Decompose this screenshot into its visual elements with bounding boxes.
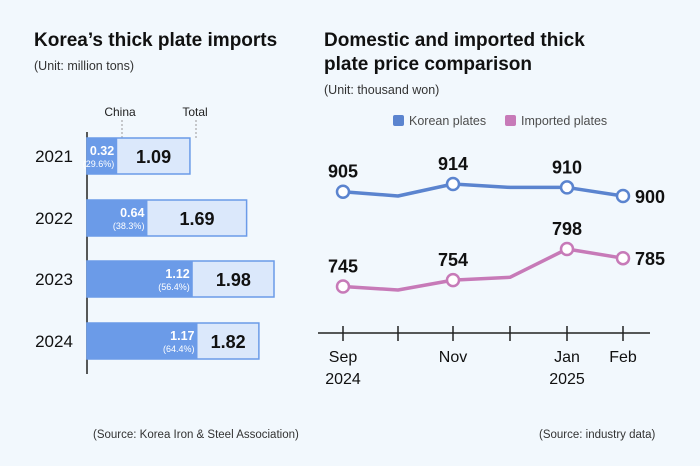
total-value-label: 1.09 <box>136 147 171 167</box>
price-line-chart: Korean plates Imported plates Sep 2024 Nov… <box>318 114 665 388</box>
x-tick-label: Jan 2025 <box>549 349 585 388</box>
china-bar <box>87 323 198 359</box>
imported-price-label: 785 <box>635 249 665 269</box>
china-share-label: (29.6%) <box>83 159 115 169</box>
total-value-label: 1.98 <box>216 270 251 290</box>
china-share-label: (38.3%) <box>113 221 145 231</box>
total-column-header: Total <box>182 105 207 119</box>
left-chart-title: Korea’s thick plate imports <box>34 30 278 51</box>
china-value-label: 1.17 <box>170 329 194 343</box>
imported-price-point <box>615 250 631 266</box>
imported-price-line <box>342 247 624 292</box>
year-label: 2024 <box>35 332 73 351</box>
year-label: 2021 <box>35 147 73 166</box>
legend-korean-label: Korean plates <box>409 114 486 128</box>
korean-price-label: 905 <box>328 162 358 182</box>
imported-price-label: 798 <box>552 219 582 239</box>
x-tick-label: Nov <box>439 349 467 366</box>
year-label: 2023 <box>35 270 73 289</box>
imported-price-label: 754 <box>438 250 468 270</box>
total-value-label: 1.82 <box>211 332 246 352</box>
china-column-header: China <box>104 105 136 119</box>
legend-imported-label: Imported plates <box>521 114 607 128</box>
year-label: 2022 <box>35 209 73 228</box>
korean-price-point <box>615 188 631 204</box>
korean-price-line <box>342 182 624 198</box>
x-tick-label: Sep 2024 <box>325 349 361 388</box>
korean-price-label: 914 <box>438 154 468 174</box>
china-bar <box>87 200 148 236</box>
china-bar <box>87 138 118 174</box>
imported-price-point <box>559 241 575 257</box>
right-chart-unit: (Unit: thousand won) <box>324 83 440 97</box>
right-chart-title-line1: Domestic and imported thick <box>324 30 585 51</box>
korean-price-label: 900 <box>635 187 665 207</box>
korean-price-point <box>335 184 351 199</box>
china-share-label: (56.4%) <box>158 282 190 292</box>
total-value-label: 1.69 <box>180 209 215 229</box>
right-chart-title-line2: plate price comparison <box>324 54 533 75</box>
imported-price-label: 745 <box>328 256 358 276</box>
x-tick-label: Feb <box>609 349 637 366</box>
china-bar <box>87 261 193 297</box>
china-value-label: 1.12 <box>165 267 189 281</box>
china-share-label: (64.4%) <box>163 344 195 354</box>
left-chart-source: (Source: Korea Iron & Steel Association) <box>93 429 299 441</box>
left-chart-unit: (Unit: million tons) <box>34 59 135 73</box>
china-value-label: 0.64 <box>120 206 144 220</box>
legend-imported-swatch <box>505 115 516 126</box>
imported-price-point <box>335 279 351 294</box>
korean-price-point <box>559 180 575 195</box>
korean-price-point <box>445 176 461 192</box>
china-value-label: 0.32 <box>90 144 114 158</box>
imported-price-point <box>445 272 461 288</box>
legend-korean-swatch <box>393 115 404 126</box>
right-chart-source: (Source: industry data) <box>539 429 656 441</box>
korean-price-label: 910 <box>552 157 582 177</box>
